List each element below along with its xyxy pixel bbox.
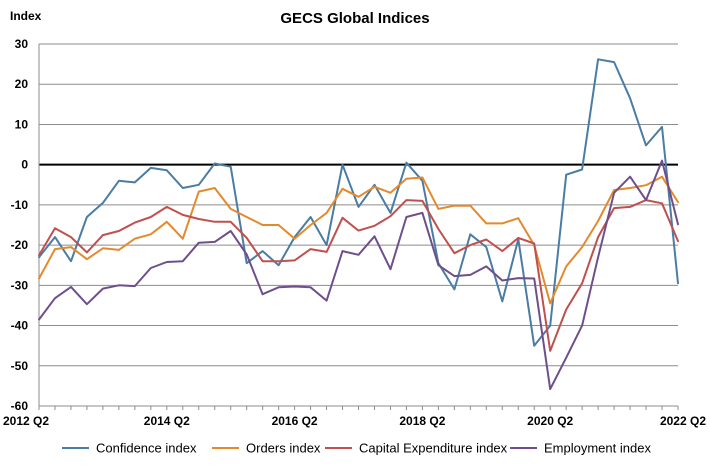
y-axis-label: Index [10, 9, 42, 23]
series-line-confidence-index [38, 58, 679, 347]
x-tick-label: 2022 Q2 [660, 414, 706, 428]
y-tick-label: -20 [11, 238, 29, 252]
x-tick-label: 2018 Q2 [399, 414, 445, 428]
series-line-employment-index [38, 159, 679, 391]
legend-label-employment-index: Employment index [544, 441, 651, 456]
legend-label-confidence-index: Confidence index [96, 441, 197, 456]
series-line-orders-index [38, 175, 679, 305]
y-tick-label: 30 [15, 37, 29, 51]
series-layer [38, 58, 679, 391]
x-tick-label: 2020 Q2 [527, 414, 573, 428]
y-tick-label: -30 [11, 278, 29, 292]
grid-layer [39, 43, 678, 407]
legend-label-capital-expenditure-index: Capital Expenditure index [359, 441, 508, 456]
series-line-capital-expenditure-index [38, 199, 679, 352]
y-tick-label: 10 [15, 117, 29, 131]
y-tick-label: -60 [11, 399, 29, 413]
x-tick-label: 2012 Q2 [3, 414, 49, 428]
y-tick-label: 20 [15, 77, 29, 91]
y-tick-label: -10 [11, 198, 29, 212]
chart-title: GECS Global Indices [280, 10, 429, 27]
legend-label-orders-index: Orders index [246, 441, 321, 456]
x-tick-label: 2016 Q2 [272, 414, 318, 428]
y-tick-label: 0 [21, 158, 28, 172]
x-tick-label: 2014 Q2 [144, 414, 190, 428]
y-tick-label: -50 [11, 359, 29, 373]
legend: Confidence index Orders index Capital Expe… [62, 441, 651, 456]
y-tick-label: -40 [11, 319, 29, 333]
